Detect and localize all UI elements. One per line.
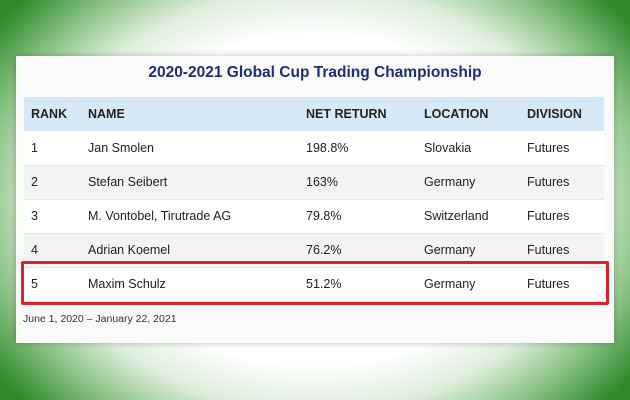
table-row-highlighted: 5 Maxim Schulz 51.2% Germany Futures: [24, 267, 604, 301]
table-row: 3 M. Vontobel, Tirutrade AG 79.8% Switze…: [24, 199, 604, 233]
rank-cell: 2: [31, 175, 38, 189]
net-return-cell: 198.8%: [306, 140, 349, 155]
championship-card: 2020-2021 Global Cup Trading Championshi…: [16, 56, 614, 343]
location-cell: Germany: [424, 243, 476, 257]
rank-cell: 3: [31, 209, 38, 223]
net-return-cell: 51.2%: [306, 277, 342, 291]
name-cell: Stefan Seibert: [88, 175, 168, 189]
column-header-location: LOCATION: [424, 107, 489, 121]
table-row: 2 Stefan Seibert 163% Germany Futures: [24, 165, 604, 199]
name-cell: Maxim Schulz: [88, 277, 166, 291]
column-header-name: NAME: [88, 107, 125, 121]
name-cell: M. Vontobel, Tirutrade AG: [88, 209, 232, 223]
division-cell: Futures: [527, 140, 570, 155]
results-table: RANK NAME NET RETURN LOCATION DIVISION 1…: [24, 97, 604, 302]
name-cell: Adrian Koemel: [88, 243, 170, 257]
header-row: RANK NAME NET RETURN LOCATION DIVISION: [24, 97, 604, 131]
name-cell: Jan Smolen: [88, 140, 155, 155]
location-cell: Germany: [424, 277, 476, 291]
location-cell: Germany: [424, 175, 476, 189]
table-row: 1 Jan Smolen 198.8% Slovakia Futures: [24, 131, 604, 165]
division-cell: Futures: [527, 209, 570, 223]
rank-cell: 5: [31, 277, 38, 291]
table-title: 2020-2021 Global Cup Trading Championshi…: [148, 64, 482, 81]
column-header-rank: RANK: [31, 107, 68, 121]
location-cell: Switzerland: [424, 209, 489, 223]
column-header-net-return: NET RETURN: [306, 107, 387, 121]
location-cell: Slovakia: [424, 140, 472, 155]
rank-cell: 1: [31, 140, 38, 155]
net-return-cell: 79.8%: [306, 209, 342, 223]
division-cell: Futures: [527, 277, 570, 291]
rank-cell: 4: [31, 243, 38, 257]
column-header-division: DIVISION: [527, 107, 582, 121]
net-return-cell: 76.2%: [306, 243, 342, 257]
division-cell: Futures: [527, 243, 570, 257]
division-cell: Futures: [527, 175, 570, 189]
table-row: 4 Adrian Koemel 76.2% Germany Futures: [24, 233, 604, 267]
date-range-footnote: June 1, 2020 – January 22, 2021: [23, 313, 177, 325]
net-return-cell: 163%: [306, 175, 338, 189]
